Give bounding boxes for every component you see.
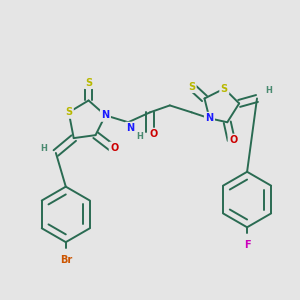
Text: N: N xyxy=(101,110,110,120)
Text: S: S xyxy=(65,107,72,117)
Text: O: O xyxy=(110,143,118,153)
Text: O: O xyxy=(150,129,158,139)
Text: F: F xyxy=(244,240,250,250)
Text: S: S xyxy=(221,84,228,94)
Text: S: S xyxy=(188,82,195,92)
Text: N: N xyxy=(126,123,134,133)
Text: S: S xyxy=(85,78,92,88)
Text: H: H xyxy=(266,86,272,95)
Text: H: H xyxy=(40,143,47,152)
Text: O: O xyxy=(229,135,237,145)
Text: Br: Br xyxy=(60,255,72,265)
Text: H: H xyxy=(137,132,143,141)
Text: N: N xyxy=(206,113,214,123)
